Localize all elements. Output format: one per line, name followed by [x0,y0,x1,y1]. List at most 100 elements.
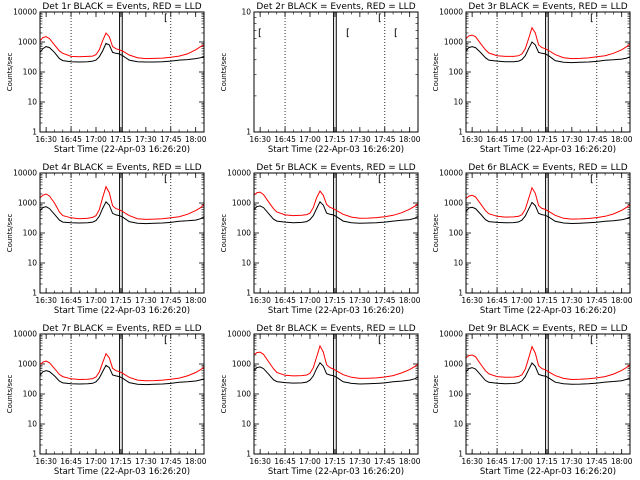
y-tick-label: 10 [453,420,463,429]
plot-frame [39,333,205,455]
y-tick-label: 100 [23,390,38,399]
y-tick-label: 1000 [444,199,463,208]
y-tick-label: 1000 [232,199,251,208]
panel-det-4: Det 4r BLACK = Events, RED = LLD Counts/s… [6,163,207,316]
y-axis-label: Counts/sec [6,214,14,253]
series-line-lld [39,32,205,60]
corner-mark: [ [258,28,262,39]
y-tick-label: 10000 [439,169,463,178]
x-tick-label: 16:30 [35,296,57,305]
plot-frame [39,172,205,294]
panel-title: Det 9r BLACK = Events, RED = LLD [468,324,627,334]
x-tick-label: 17:30 [135,457,157,466]
x-tick-label: 16:45 [60,457,82,466]
x-tick-label: 16:45 [60,135,82,144]
x-tick-label: 18:00 [399,457,421,466]
y-tick-label: 1000 [444,38,463,47]
plot-frame [465,172,631,294]
corner-mark: [ [164,174,168,185]
y-tick-label: 1 [32,128,37,137]
plot-frame [39,11,205,133]
x-tick-label: 17:30 [561,457,583,466]
x-tick-label: 18:00 [611,457,633,466]
y-tick-label: 100 [237,229,252,238]
x-tick-label: 17:15 [536,457,558,466]
corner-mark: [ [378,335,382,346]
y-tick-label: 1 [246,450,251,459]
panel-det-1: Det 1r BLACK = Events, RED = LLD Counts/s… [6,2,207,155]
series-line-events [39,364,205,386]
y-axis-label: Counts/sec [6,375,14,414]
x-tick-label: 16:45 [486,135,508,144]
x-tick-label: 16:30 [35,135,57,144]
x-tick-label: 17:15 [536,135,558,144]
series-line-events [253,200,419,224]
x-tick-label: 17:45 [160,296,182,305]
panel-title: Det 8r BLACK = Events, RED = LLD [256,324,415,334]
series-line-lld [465,186,631,220]
y-tick-label: 1000 [232,360,251,369]
x-tick-label: 16:30 [461,296,483,305]
x-tick-label: 17:15 [110,135,132,144]
x-tick-label: 17:00 [511,135,533,144]
x-tick-label: 16:45 [486,457,508,466]
y-tick-label: 10 [27,98,37,107]
y-axis-label: Counts/sec [220,375,228,414]
x-axis-label: Start Time (22-Apr-03 16:26:20) [268,467,404,477]
plot-frame [253,333,419,455]
series-line-lld [39,185,205,220]
panel-det-8: Det 8r BLACK = Events, RED = LLD Counts/s… [220,324,421,477]
y-tick-label: 100 [237,390,252,399]
x-tick-label: 17:15 [536,296,558,305]
y-tick-label: 10000 [13,169,37,178]
series-line-events [39,200,205,225]
x-tick-label: 16:30 [249,296,271,305]
x-axis-label: Start Time (22-Apr-03 16:26:20) [480,306,616,316]
series-line-lld [253,190,419,219]
y-axis-label: Counts/sec [432,375,440,414]
x-tick-label: 17:30 [135,296,157,305]
x-tick-label: 18:00 [185,135,207,144]
series-line-events [39,42,205,63]
y-tick-label: 10 [453,259,463,268]
y-tick-label: 10 [241,259,251,268]
panel-det-6: Det 6r BLACK = Events, RED = LLD Counts/s… [432,163,633,316]
x-tick-label: 16:30 [249,135,271,144]
series-line-events [253,361,419,385]
y-axis-label: Counts/sec [432,214,440,253]
x-tick-label: 16:45 [274,296,296,305]
corner-mark: [ [394,28,398,39]
y-tick-label: 10000 [439,8,463,17]
y-tick-label: 1000 [444,360,463,369]
y-axis-label: Counts/sec [220,214,228,253]
x-axis-label: Start Time (22-Apr-03 16:26:20) [54,145,190,155]
x-tick-label: 17:45 [160,135,182,144]
panel-title: Det 7r BLACK = Events, RED = LLD [42,324,201,334]
x-tick-label: 17:30 [135,135,157,144]
x-tick-label: 17:45 [374,296,396,305]
x-tick-label: 17:00 [299,457,321,466]
y-tick-label: 100 [23,229,38,238]
y-tick-label: 10 [27,259,37,268]
panel-title: Det 6r BLACK = Events, RED = LLD [468,163,627,173]
x-tick-label: 17:15 [324,135,346,144]
series-line-lld [39,352,205,382]
x-tick-label: 18:00 [399,296,421,305]
y-tick-label: 1 [32,289,37,298]
y-tick-label: 10 [241,8,251,17]
x-tick-label: 17:00 [511,457,533,466]
y-tick-label: 1000 [18,199,37,208]
x-tick-label: 18:00 [611,135,633,144]
x-tick-label: 17:30 [349,296,371,305]
x-tick-label: 18:00 [611,296,633,305]
series-line-events [465,201,631,225]
x-tick-label: 17:15 [324,457,346,466]
x-tick-label: 18:00 [185,296,207,305]
y-axis-label: Counts/sec [6,53,14,92]
corner-mark: [ [590,13,594,24]
x-tick-label: 17:45 [374,135,396,144]
x-tick-label: 17:15 [110,457,132,466]
y-tick-label: 100 [449,68,464,77]
x-tick-label: 17:30 [561,296,583,305]
